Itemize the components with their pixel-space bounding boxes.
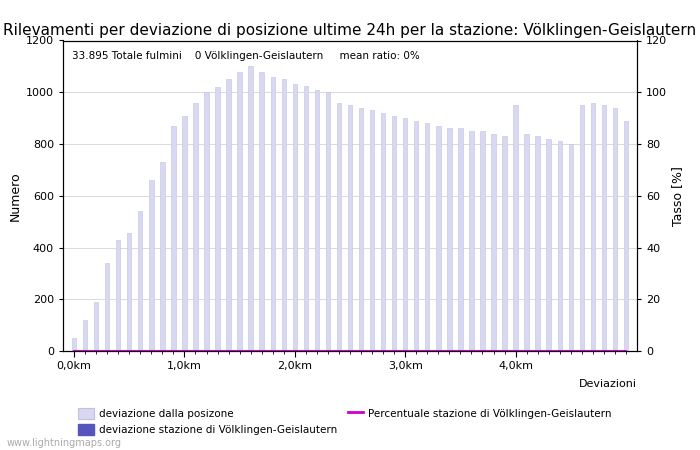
Bar [326, 92, 330, 351]
Text: www.lightningmaps.org: www.lightningmaps.org [7, 438, 122, 448]
Bar [116, 240, 120, 351]
Bar [83, 320, 88, 351]
Text: 33.895 Totale fulmini    0 Völklingen-Geislautern     mean ratio: 0%: 33.895 Totale fulmini 0 Völklingen-Geisl… [71, 51, 419, 61]
Y-axis label: Numero: Numero [8, 171, 22, 220]
Bar [248, 66, 253, 351]
Bar [624, 121, 628, 351]
Bar [580, 105, 584, 351]
Bar [458, 129, 463, 351]
Bar [557, 141, 562, 351]
Bar [392, 116, 396, 351]
Bar [72, 338, 76, 351]
Bar [359, 108, 363, 351]
Bar [524, 134, 528, 351]
Bar [149, 180, 153, 351]
Bar [491, 134, 496, 351]
Bar [193, 103, 197, 351]
Bar [591, 103, 595, 351]
Bar [425, 123, 430, 351]
Bar [536, 136, 540, 351]
Bar [513, 105, 518, 351]
Bar [260, 72, 264, 351]
Bar [182, 116, 187, 351]
Bar [94, 302, 98, 351]
Bar [293, 85, 297, 351]
Bar [337, 103, 341, 351]
Bar [414, 121, 419, 351]
Bar [503, 136, 507, 351]
Text: Deviazioni: Deviazioni [579, 379, 637, 389]
Bar [469, 131, 474, 351]
Bar [315, 90, 319, 351]
Bar [216, 87, 220, 351]
Bar [172, 126, 176, 351]
Bar [237, 72, 241, 351]
Bar [480, 131, 484, 351]
Bar [547, 139, 551, 351]
Bar [370, 110, 374, 351]
Bar [304, 86, 308, 351]
Bar [127, 233, 132, 351]
Y-axis label: Tasso [%]: Tasso [%] [671, 166, 685, 226]
Bar [436, 126, 440, 351]
Bar [403, 118, 407, 351]
Legend: deviazione dalla posizone, deviazione stazione di Völklingen-Geislautern, Percen: deviazione dalla posizone, deviazione st… [74, 404, 616, 439]
Bar [602, 105, 606, 351]
Bar [270, 76, 275, 351]
Bar [204, 92, 209, 351]
Bar [612, 108, 617, 351]
Bar [348, 105, 352, 351]
Bar [105, 263, 109, 351]
Bar [447, 129, 452, 351]
Bar [281, 79, 286, 351]
Bar [138, 211, 143, 351]
Bar [160, 162, 164, 351]
Bar [226, 79, 231, 351]
Title: Rilevamenti per deviazione di posizione ultime 24h per la stazione: Völklingen-G: Rilevamenti per deviazione di posizione … [4, 23, 696, 38]
Bar [568, 144, 573, 351]
Bar [381, 113, 385, 351]
